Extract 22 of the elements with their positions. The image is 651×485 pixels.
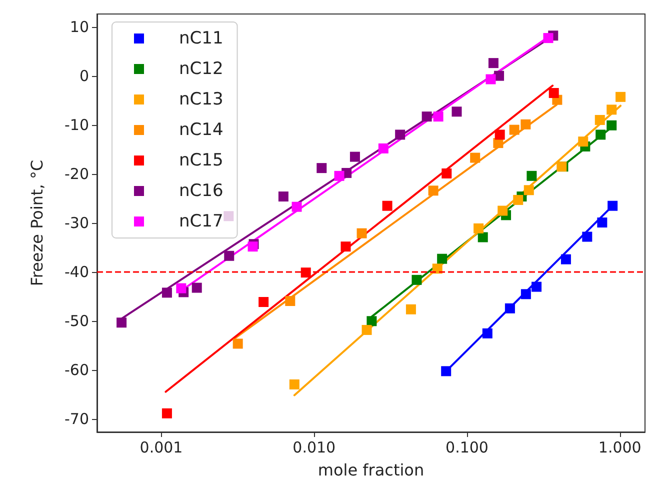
y-tick-label: -50 — [64, 312, 89, 330]
legend-label: nC14 — [179, 120, 224, 140]
legend-label: nC16 — [179, 181, 224, 201]
y-tick-label: -20 — [64, 164, 89, 183]
y-tick-label: 0 — [79, 66, 89, 85]
y-axis-title: Freeze Point, °C — [28, 160, 46, 286]
y-tick-label: -40 — [64, 263, 89, 282]
y-tick-label: -30 — [64, 214, 89, 232]
legend-label: nC17 — [179, 212, 224, 232]
y-tick-label: -70 — [64, 410, 89, 428]
y-tick-label: -10 — [64, 116, 89, 134]
legend-label: nC11 — [179, 28, 224, 48]
legend-label: nC15 — [179, 150, 224, 170]
x-tick-label: 0.001 — [140, 438, 183, 456]
y-tick-label: 10 — [70, 18, 89, 36]
x-tick-label: 0.010 — [292, 438, 336, 456]
legend-label: nC12 — [179, 59, 224, 79]
x-tick-label: 0.100 — [446, 438, 488, 456]
y-tick-label: -60 — [64, 361, 89, 380]
x-tick-label: 1.000 — [598, 438, 642, 456]
x-axis-title: mole fraction — [318, 460, 424, 480]
legend-label: nC13 — [179, 90, 224, 110]
